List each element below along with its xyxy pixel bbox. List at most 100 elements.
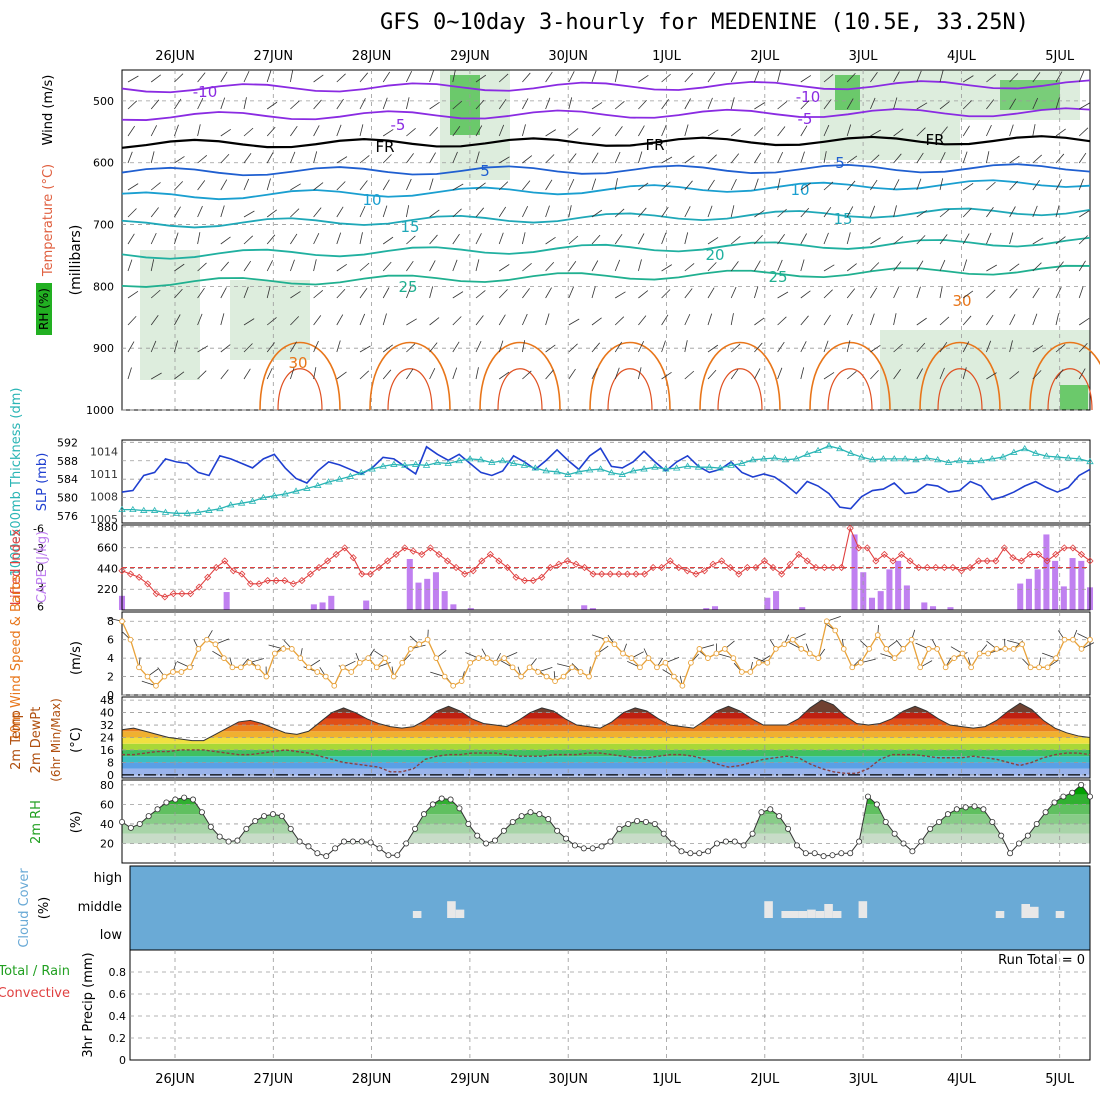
bottom-date-label: 3JUL	[849, 1072, 879, 1087]
contour-label: -5	[798, 110, 813, 128]
wind-barb	[1009, 232, 1014, 245]
lifted-index-marker	[872, 557, 880, 565]
rh-shading-high	[835, 75, 860, 110]
wind-barb	[684, 313, 691, 326]
run-total-label: Run Total = 0	[998, 953, 1085, 968]
wind-speed-marker	[908, 636, 915, 643]
wind-speed-marker	[840, 646, 847, 652]
wind-barb	[638, 290, 649, 299]
wind-barb	[290, 70, 294, 83]
temp2m-axis-label: 2m Temp	[9, 710, 24, 770]
panel-precip: 0 0.2 0.4 0.6 0.8	[109, 949, 1091, 1067]
lifted-index-marker	[760, 557, 769, 565]
thickness-marker	[781, 456, 790, 463]
wind-barb	[1009, 155, 1020, 164]
wind-barb	[336, 181, 346, 191]
wind-barb	[1055, 369, 1064, 380]
wind-barb	[220, 344, 231, 353]
lifted-index-marker	[229, 567, 237, 575]
contour-label: 5	[480, 162, 490, 180]
lifted-index-marker	[315, 563, 323, 572]
thickness-marker	[357, 468, 365, 476]
y-tick-label: 1011	[90, 468, 118, 481]
lifted-index-marker	[803, 557, 811, 565]
wind-speed-marker	[280, 646, 287, 652]
wind-barb	[916, 317, 927, 326]
thickness-marker	[1042, 452, 1051, 459]
wind-barb	[730, 286, 737, 299]
wind-barb	[614, 291, 626, 299]
wind-barb	[220, 369, 229, 380]
thickness-marker	[944, 458, 953, 465]
wind-speed-marker	[543, 673, 550, 680]
lifted-index-marker	[349, 554, 357, 562]
thickness-marker	[923, 454, 931, 461]
lifted-index-marker	[324, 557, 332, 565]
y-tick-label: 700	[93, 219, 114, 232]
rh-marker	[758, 809, 765, 816]
lifted-index-marker	[949, 563, 957, 572]
wind-speed-marker	[424, 636, 431, 643]
cloud-bar	[798, 911, 808, 918]
wind-barb	[939, 341, 948, 353]
wind-barb	[730, 368, 739, 380]
wind-speed-marker	[755, 659, 762, 666]
wind-barb	[336, 73, 346, 83]
wind-barb	[522, 180, 531, 191]
wind-barb	[313, 289, 324, 299]
thickness-marker	[966, 457, 975, 465]
y-tick-label: 1000	[86, 404, 114, 417]
lifted-index-marker	[186, 590, 195, 598]
wind-speed-marker	[849, 664, 856, 671]
thickness-marker	[227, 501, 235, 508]
wind-barb	[406, 343, 416, 353]
wind-barb	[313, 315, 322, 326]
wind-speed-marker	[891, 655, 898, 661]
rh-marker	[731, 838, 738, 845]
wind-speed-marker	[959, 650, 966, 657]
contour-label: -10	[193, 83, 218, 101]
lifted-index-marker	[178, 590, 186, 598]
lifted-index-marker	[246, 580, 255, 588]
y-tick-label: 440	[97, 562, 118, 575]
cape-bar	[711, 606, 719, 610]
thickness-marker	[433, 458, 442, 465]
wind-barb	[1009, 98, 1017, 110]
rh-marker	[936, 818, 943, 825]
contour-label: 25	[768, 268, 787, 286]
isotherm-35-warm	[1047, 368, 1093, 411]
wind-speed-marker	[781, 641, 788, 648]
lifted-index-marker	[135, 573, 143, 581]
thickness-marker	[912, 456, 920, 463]
cape-bar	[1078, 560, 1085, 610]
thickness-marker	[161, 508, 170, 515]
thickness-marker	[955, 456, 964, 464]
y-tick-label: 800	[93, 280, 114, 293]
wind-barb	[313, 151, 318, 164]
thickness-marker	[1053, 453, 1062, 460]
rh-marker	[563, 835, 570, 842]
cape-bar	[1043, 534, 1050, 610]
lifted-index-marker	[598, 570, 606, 578]
wind-barb	[939, 367, 945, 380]
wind-barb	[754, 127, 764, 137]
wind-speed-marker	[450, 682, 457, 689]
thickness-marker	[335, 475, 344, 482]
bottom-date-label: 2JUL	[750, 1072, 780, 1087]
wind-barb	[220, 287, 227, 299]
slp-line	[121, 445, 1091, 510]
lifted-index-marker	[1026, 550, 1034, 558]
lifted-index-marker	[615, 570, 623, 578]
wind-speed-marker	[212, 641, 219, 648]
cloud-level-label: high	[94, 871, 122, 886]
lifted-index-marker	[452, 563, 460, 572]
rh-marker	[1051, 799, 1058, 806]
top-date-label: 30JUN	[548, 49, 588, 64]
wind-barb	[1032, 370, 1042, 380]
wind-barb	[730, 179, 737, 191]
wind-barb	[290, 316, 300, 326]
wind-speed-marker	[136, 664, 142, 671]
rh-marker	[243, 825, 250, 832]
y-tick-label: 0.6	[109, 988, 127, 1001]
wind-barb	[893, 343, 903, 353]
